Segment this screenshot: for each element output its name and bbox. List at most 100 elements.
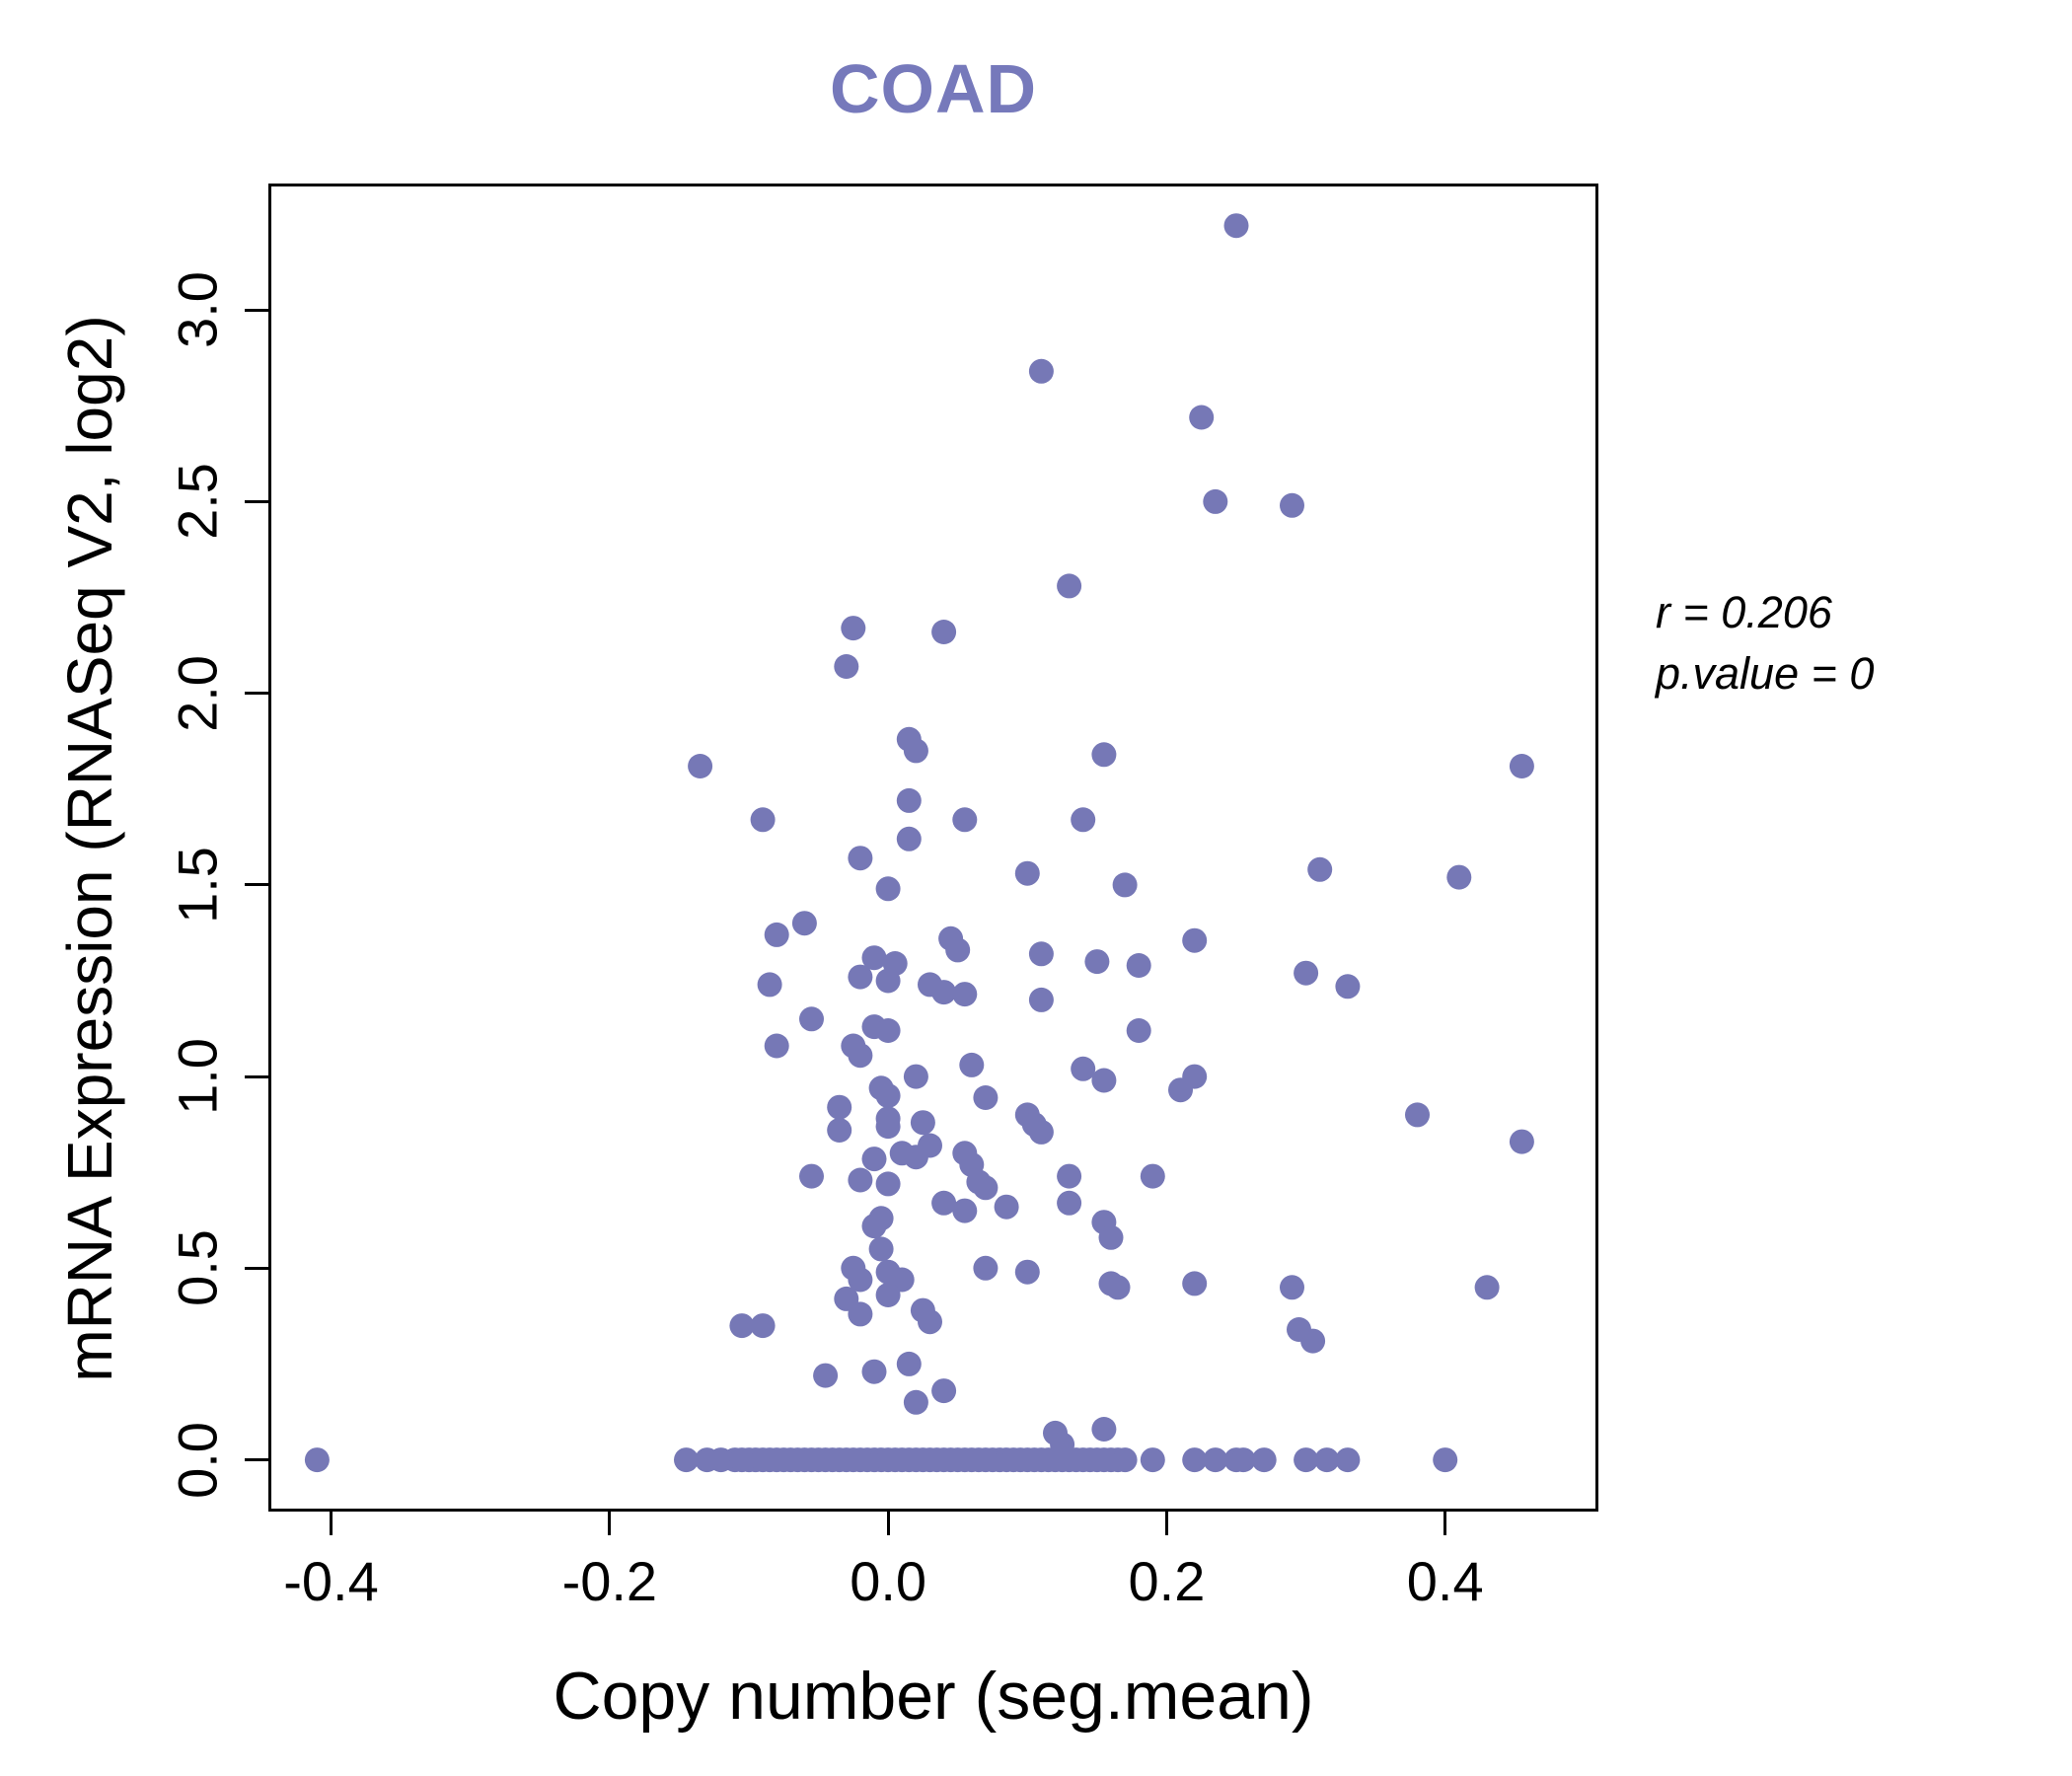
x-axis-label: Copy number (seg.mean) bbox=[553, 1659, 1314, 1734]
x-tick-label: -0.2 bbox=[561, 1550, 658, 1612]
data-point bbox=[1028, 358, 1054, 384]
data-point bbox=[1203, 488, 1228, 514]
data-point bbox=[1014, 860, 1040, 886]
data-point bbox=[1300, 1328, 1326, 1354]
data-point bbox=[834, 654, 859, 679]
y-axis-label: mRNA Expression (RNASeq V2, log2) bbox=[54, 315, 125, 1382]
data-point bbox=[729, 1313, 755, 1339]
data-point bbox=[1433, 1447, 1458, 1473]
x-tick-mark bbox=[330, 1512, 333, 1535]
x-tick-label: 0.0 bbox=[850, 1550, 927, 1612]
data-point bbox=[1307, 856, 1333, 882]
data-point bbox=[1294, 960, 1319, 986]
data-point bbox=[973, 1255, 999, 1281]
y-tick-label: 0.5 bbox=[166, 1229, 229, 1307]
data-point bbox=[304, 1447, 330, 1473]
data-point bbox=[1057, 1190, 1082, 1216]
data-point bbox=[827, 1094, 852, 1120]
data-point bbox=[952, 807, 978, 833]
x-tick-label: 0.2 bbox=[1128, 1550, 1206, 1612]
data-point bbox=[1203, 1447, 1228, 1473]
data-point bbox=[875, 1083, 901, 1108]
y-tick-mark bbox=[245, 1266, 268, 1270]
data-point bbox=[1280, 1275, 1304, 1300]
data-point bbox=[1057, 573, 1082, 599]
data-point bbox=[674, 1447, 699, 1473]
data-point bbox=[750, 1313, 776, 1339]
data-point bbox=[1126, 1018, 1151, 1043]
data-point bbox=[875, 1283, 901, 1307]
data-point bbox=[1126, 953, 1151, 978]
data-point bbox=[1091, 1068, 1117, 1093]
data-point bbox=[688, 754, 713, 778]
x-tick-label: -0.4 bbox=[283, 1550, 379, 1612]
data-point bbox=[868, 1236, 894, 1262]
data-point bbox=[750, 807, 776, 833]
data-point bbox=[841, 616, 866, 641]
y-tick-label: 2.0 bbox=[166, 654, 229, 732]
y-tick-label: 0.0 bbox=[166, 1421, 229, 1499]
data-point bbox=[848, 1167, 873, 1193]
data-point bbox=[1335, 1447, 1361, 1473]
data-point bbox=[1028, 941, 1054, 967]
data-point bbox=[1251, 1447, 1277, 1473]
data-point bbox=[848, 1301, 873, 1327]
data-point bbox=[1509, 754, 1534, 778]
data-point bbox=[952, 982, 978, 1007]
data-point bbox=[848, 1043, 873, 1069]
data-point bbox=[1446, 864, 1472, 890]
data-point bbox=[1028, 987, 1054, 1012]
data-point bbox=[1112, 1447, 1138, 1473]
data-point bbox=[1071, 807, 1096, 833]
data-point bbox=[1189, 405, 1215, 430]
y-tick-label: 2.5 bbox=[166, 463, 229, 541]
data-point bbox=[1028, 1119, 1054, 1145]
chart-title: COAD bbox=[829, 50, 1038, 127]
data-point bbox=[1182, 1271, 1208, 1296]
data-point bbox=[1168, 1077, 1193, 1103]
data-point bbox=[1280, 492, 1304, 518]
data-point bbox=[813, 1363, 839, 1388]
data-point bbox=[1140, 1163, 1165, 1189]
data-point bbox=[959, 1052, 985, 1077]
data-point bbox=[861, 1147, 887, 1172]
scatter-points-canvas bbox=[268, 184, 1598, 1512]
data-point bbox=[973, 1085, 999, 1110]
plot-area bbox=[268, 184, 1598, 1512]
data-point bbox=[903, 1145, 928, 1170]
y-tick-mark bbox=[245, 1074, 268, 1078]
data-point bbox=[1294, 1447, 1319, 1473]
x-tick-label: 0.4 bbox=[1406, 1550, 1484, 1612]
x-tick-mark bbox=[608, 1512, 612, 1535]
data-point bbox=[945, 937, 971, 963]
data-point bbox=[1091, 1417, 1117, 1442]
data-point bbox=[861, 1214, 887, 1239]
data-point bbox=[1140, 1447, 1165, 1473]
y-tick-mark bbox=[245, 692, 268, 696]
data-point bbox=[952, 1198, 978, 1223]
data-point bbox=[764, 922, 789, 947]
data-point bbox=[896, 787, 922, 813]
correlation-annotation: r = 0.206 p.value = 0 bbox=[1656, 582, 1874, 704]
data-point bbox=[903, 738, 928, 764]
data-point bbox=[875, 1114, 901, 1140]
data-point bbox=[896, 826, 922, 851]
data-point bbox=[848, 846, 873, 871]
data-point bbox=[910, 1110, 935, 1136]
y-tick-mark bbox=[245, 1458, 268, 1462]
data-point bbox=[848, 964, 873, 990]
plot-border bbox=[268, 184, 1598, 1512]
data-point bbox=[791, 911, 817, 936]
data-point bbox=[875, 1171, 901, 1197]
data-point bbox=[799, 1006, 824, 1032]
y-tick-label: 1.5 bbox=[166, 846, 229, 924]
y-tick-mark bbox=[245, 883, 268, 887]
x-tick-mark bbox=[886, 1512, 890, 1535]
data-point bbox=[1071, 1056, 1096, 1081]
data-point bbox=[1084, 949, 1110, 975]
data-point bbox=[861, 945, 887, 971]
y-tick-label: 3.0 bbox=[166, 271, 229, 349]
data-point bbox=[861, 1359, 887, 1384]
data-point bbox=[875, 968, 901, 994]
